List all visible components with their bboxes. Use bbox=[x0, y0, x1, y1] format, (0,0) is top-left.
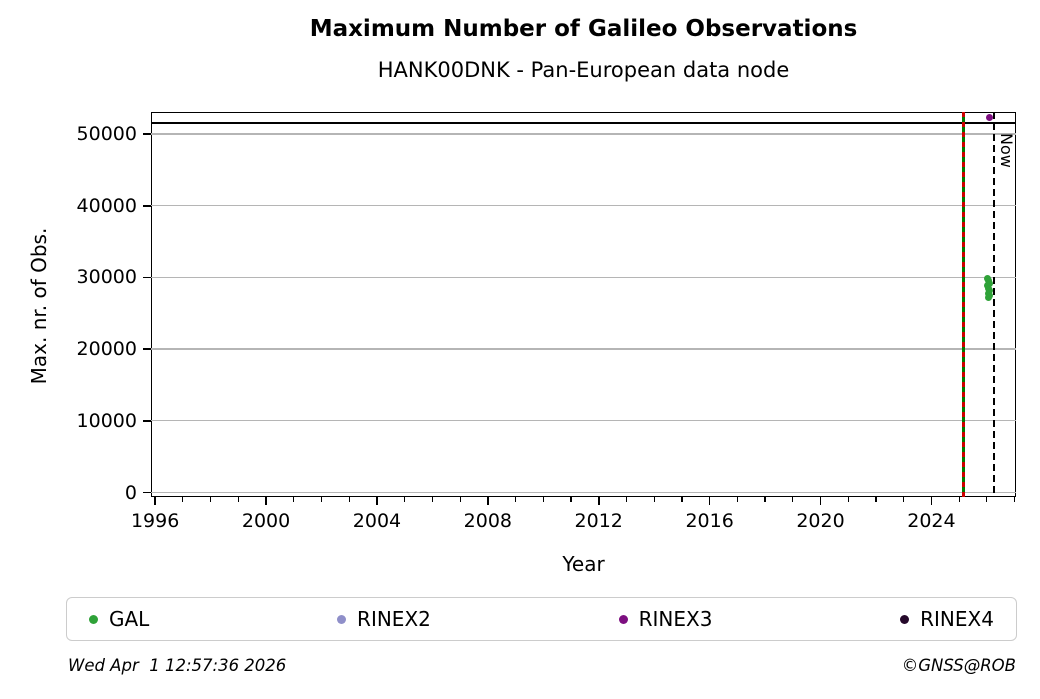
data-point-rinex3 bbox=[985, 114, 993, 122]
y-tick-label: 20000 bbox=[76, 338, 137, 361]
legend-item-rinex2: RINEX2 bbox=[337, 607, 431, 631]
x-minor-tick bbox=[293, 497, 295, 502]
x-axis-label: Year bbox=[562, 552, 605, 576]
legend-label: RINEX2 bbox=[357, 607, 431, 631]
x-tick-label: 2016 bbox=[685, 510, 734, 532]
legend-marker-icon bbox=[618, 614, 628, 624]
data-start-line bbox=[962, 112, 965, 497]
legend-marker-icon bbox=[900, 614, 910, 624]
y-tick bbox=[143, 276, 151, 279]
y-axis-label: Max. nr. of Obs. bbox=[27, 227, 51, 385]
y-gridline bbox=[151, 420, 1016, 422]
x-tick-label: 2000 bbox=[241, 510, 291, 532]
x-minor-tick bbox=[986, 497, 988, 502]
x-minor-tick bbox=[404, 497, 406, 502]
now-line-label: Now bbox=[996, 133, 1016, 168]
legend-item-gal: GAL bbox=[89, 607, 149, 631]
x-minor-tick bbox=[736, 497, 738, 502]
y-tick bbox=[143, 133, 151, 135]
x-major-tick bbox=[597, 497, 600, 505]
legend-label: GAL bbox=[109, 607, 150, 631]
x-minor-tick bbox=[182, 497, 184, 502]
x-tick-label: 2024 bbox=[907, 510, 956, 532]
x-minor-tick bbox=[847, 497, 849, 502]
x-major-tick bbox=[930, 497, 933, 505]
y-tick bbox=[143, 420, 151, 422]
y-tick bbox=[143, 491, 151, 494]
x-minor-tick bbox=[681, 497, 683, 502]
legend-marker-icon bbox=[89, 614, 98, 624]
x-tick-label: 1996 bbox=[130, 510, 180, 532]
chart-subtitle: HANK00DNK - Pan-European data node bbox=[377, 58, 790, 82]
legend: GAL RINEX2 RINEX3 RINEX4 bbox=[66, 597, 1017, 641]
data-point-gal bbox=[985, 294, 993, 302]
legend-item-rinex3: RINEX3 bbox=[618, 607, 713, 631]
y-tick-label: 50000 bbox=[76, 123, 137, 145]
x-minor-tick bbox=[653, 497, 655, 502]
x-minor-tick bbox=[459, 497, 461, 502]
x-minor-tick bbox=[237, 497, 239, 502]
y-tick bbox=[143, 204, 151, 207]
x-minor-tick bbox=[320, 497, 323, 502]
y-gridline bbox=[151, 133, 1016, 135]
x-major-tick bbox=[265, 497, 267, 505]
x-major-tick bbox=[376, 497, 378, 505]
y-gridline bbox=[151, 491, 1016, 494]
x-minor-tick bbox=[1014, 497, 1016, 502]
x-major-tick bbox=[487, 497, 489, 505]
x-minor-tick bbox=[875, 497, 877, 502]
copyright-credit: ©GNSS@ROB bbox=[901, 656, 1016, 675]
y-gridline bbox=[151, 205, 1016, 207]
legend-label: RINEX4 bbox=[920, 607, 994, 631]
x-tick-label: 2012 bbox=[574, 510, 623, 532]
x-major-tick bbox=[708, 497, 711, 505]
x-minor-tick bbox=[210, 497, 212, 502]
legend-item-rinex4: RINEX4 bbox=[900, 607, 994, 631]
x-minor-tick bbox=[764, 497, 766, 502]
x-minor-tick bbox=[625, 497, 628, 502]
x-minor-tick bbox=[570, 497, 572, 502]
x-tick-label: 2008 bbox=[463, 510, 513, 532]
y-tick-label: 10000 bbox=[76, 409, 137, 432]
chart-title: Maximum Number of Galileo Observations bbox=[309, 16, 858, 42]
x-minor-tick bbox=[903, 497, 905, 502]
y-tick-label: 30000 bbox=[76, 266, 137, 289]
max-observations-line bbox=[151, 122, 1016, 125]
generated-timestamp: Wed Apr 1 12:57:36 2026 bbox=[68, 656, 287, 675]
x-minor-tick bbox=[431, 497, 433, 502]
x-major-tick bbox=[819, 497, 822, 505]
x-minor-tick bbox=[792, 497, 794, 502]
x-tick-label: 2020 bbox=[796, 510, 845, 532]
now-line bbox=[992, 112, 995, 497]
y-tick-label: 0 bbox=[124, 481, 137, 504]
plot-area bbox=[151, 112, 1016, 497]
y-tick bbox=[143, 348, 151, 350]
x-minor-tick bbox=[542, 497, 544, 502]
y-tick-label: 40000 bbox=[76, 194, 137, 217]
x-major-tick bbox=[154, 497, 156, 505]
x-minor-tick bbox=[958, 497, 960, 502]
x-minor-tick bbox=[348, 497, 350, 502]
legend-label: RINEX3 bbox=[638, 607, 713, 631]
y-gridline bbox=[151, 276, 1016, 279]
legend-marker-icon bbox=[337, 614, 347, 624]
x-minor-tick bbox=[514, 497, 517, 502]
x-tick-label: 2004 bbox=[352, 510, 402, 532]
y-gridline bbox=[151, 348, 1016, 350]
